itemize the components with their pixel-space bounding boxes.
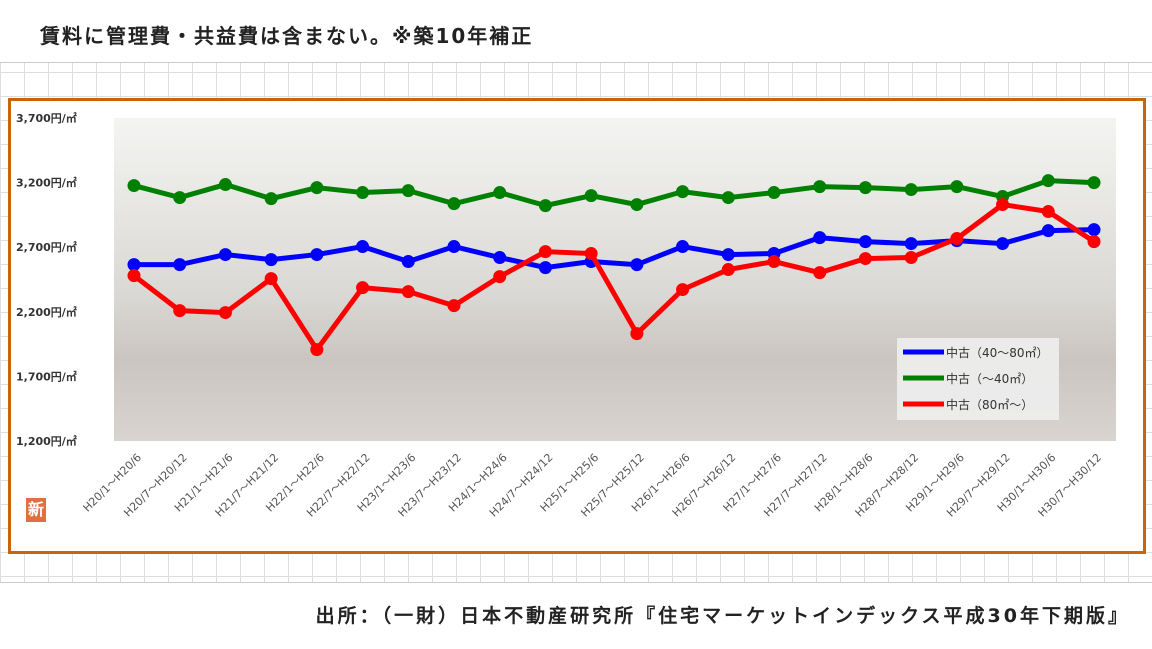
data-point	[1087, 235, 1101, 249]
data-point	[447, 197, 461, 211]
header-note-text: 賃料に管理費・共益費は含まない。※築10年補正	[40, 24, 534, 48]
data-point	[447, 299, 461, 313]
data-point	[676, 185, 690, 199]
data-point	[584, 247, 598, 261]
data-point	[858, 181, 872, 195]
data-point	[356, 186, 370, 200]
data-point	[173, 191, 187, 205]
data-point	[676, 283, 690, 297]
data-point	[538, 245, 552, 259]
data-point	[1087, 176, 1101, 190]
data-point	[493, 270, 507, 284]
data-point	[1041, 224, 1055, 238]
data-point	[493, 251, 507, 265]
y-tick-label: 3,200円/㎡	[16, 176, 77, 190]
data-point	[767, 255, 781, 269]
data-point	[1041, 174, 1055, 188]
data-point	[858, 235, 872, 249]
legend-label: 中古（40～80㎡）	[946, 345, 1049, 360]
data-point	[1087, 223, 1101, 237]
footer-source-text: 出所：（一財）日本不動産研究所『住宅マーケットインデックス平成30年下期版』	[315, 605, 1130, 627]
data-point	[813, 180, 827, 194]
legend-label: 中古（～40㎡）	[946, 371, 1033, 386]
data-point	[721, 263, 735, 277]
data-point	[401, 184, 415, 198]
data-point	[493, 186, 507, 200]
data-point	[538, 199, 552, 213]
data-point	[950, 180, 964, 194]
data-point	[401, 255, 415, 269]
data-point	[630, 258, 644, 272]
data-point	[904, 237, 918, 251]
data-point	[904, 183, 918, 197]
data-point	[173, 304, 187, 318]
data-point	[264, 192, 278, 206]
y-tick-label: 1,200円/㎡	[16, 434, 77, 448]
data-point	[630, 327, 644, 341]
series-line	[133, 178, 1095, 209]
data-point	[538, 261, 552, 275]
y-tick-label: 2,700円/㎡	[16, 240, 77, 254]
data-point	[721, 191, 735, 205]
data-point	[127, 179, 141, 193]
data-point	[127, 269, 141, 283]
data-point	[218, 248, 232, 262]
data-point	[813, 266, 827, 280]
y-tick-label: 1,700円/㎡	[16, 369, 77, 383]
data-point	[447, 240, 461, 254]
series-line	[132, 201, 1096, 355]
data-point	[218, 178, 232, 192]
header-note: 賃料に管理費・共益費は含まない。※築10年補正	[0, 0, 1152, 63]
y-tick-label: 3,700円/㎡	[16, 111, 77, 125]
data-point	[904, 251, 918, 265]
data-point	[401, 285, 415, 299]
data-point	[767, 186, 781, 200]
legend-label: 中古（80㎡～）	[946, 397, 1033, 412]
y-tick-label: 2,200円/㎡	[16, 305, 77, 319]
data-point	[950, 232, 964, 246]
data-point	[1041, 205, 1055, 219]
data-point	[356, 281, 370, 295]
logo: 新	[26, 498, 46, 522]
data-point	[310, 181, 324, 195]
data-point	[996, 198, 1010, 212]
series-line	[134, 227, 1095, 271]
data-point	[356, 240, 370, 254]
data-point	[264, 272, 278, 286]
data-point	[630, 198, 644, 212]
data-point	[813, 231, 827, 245]
data-point	[858, 252, 872, 266]
data-point	[127, 258, 141, 272]
data-point	[173, 258, 187, 272]
data-point	[264, 253, 278, 267]
data-point	[310, 343, 324, 357]
data-point	[584, 189, 598, 203]
data-point	[721, 248, 735, 262]
data-point	[996, 237, 1010, 251]
data-point	[676, 240, 690, 254]
data-point	[310, 248, 324, 262]
footer-source: 出所：（一財）日本不動産研究所『住宅マーケットインデックス平成30年下期版』	[0, 582, 1152, 649]
data-point	[218, 306, 232, 320]
